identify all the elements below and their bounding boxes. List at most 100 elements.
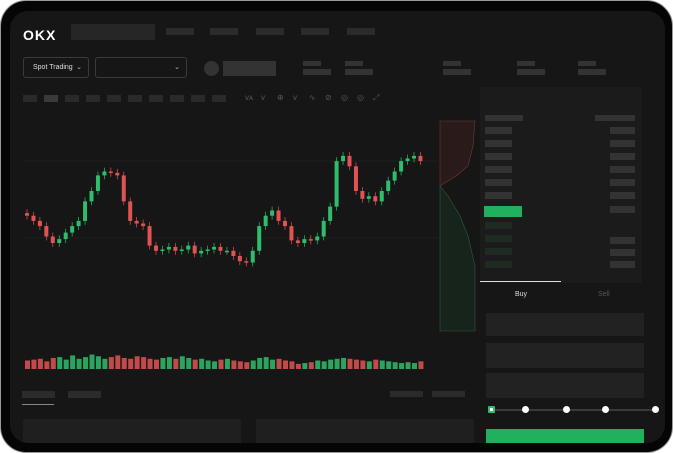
ask-price [485,140,512,147]
tab-sell[interactable]: Sell [598,291,610,298]
indicator-icon[interactable]: ᴠ [261,93,265,102]
volume-bar [386,361,392,369]
candle-body [334,161,339,207]
ticker-stat-label [578,61,596,66]
candle-body [399,161,404,172]
volume-bar [276,358,282,369]
volume-bar [83,357,89,369]
timeframe-button[interactable] [44,95,58,102]
volume-bar [57,357,63,369]
candle-body [102,171,107,176]
tab-orders[interactable] [68,391,101,398]
candle-body [31,215,36,221]
draw-line-icon[interactable]: ∿ [309,93,316,102]
nav-item[interactable] [166,28,194,35]
screenshot-icon[interactable]: ◎ [341,93,348,102]
pair-selector[interactable]: ⌄ [95,57,187,78]
nav-item[interactable] [347,28,375,35]
nav-item[interactable] [301,28,329,35]
candle-body [205,249,210,251]
timeframe-button[interactable] [191,95,205,102]
candle-body [341,155,346,162]
indicator-icon[interactable]: ⊕ [277,93,284,102]
volume-bar [392,362,398,369]
volume-bar [263,357,269,369]
candle-body [270,210,275,216]
volume-bar [289,361,295,369]
timeframe-button[interactable] [128,95,142,102]
app-screen: OKX Spot Trading ⌄ ⌄ Buy Sell ᴠᴀ ᴠ ⊕ ᴠ ∿ ⊘ ◎ ◎ ⤢ [10,11,665,443]
candle-body [392,171,397,181]
amount-input[interactable] [486,343,644,368]
candle-body [283,220,287,227]
timeframe-button[interactable] [149,95,163,102]
candle-body [250,250,255,263]
total-input[interactable] [486,373,644,398]
ask-price [485,166,512,173]
volume-bar [366,361,372,369]
candle-body [289,226,294,241]
candle-body [50,236,55,243]
amount-slider[interactable] [488,406,659,413]
indicator-icon[interactable]: ᴠ [293,93,297,102]
volume-bar [270,359,276,369]
ticker-stat-label [303,61,321,66]
slider-step[interactable] [522,406,529,413]
tab-buy[interactable]: Buy [515,291,528,298]
filter-button[interactable] [432,391,465,397]
timeframe-button[interactable] [212,95,226,102]
candle-body [179,249,184,251]
nav-item[interactable] [256,28,284,35]
market-selector[interactable]: Spot Trading ⌄ [23,57,89,78]
search-bar[interactable] [71,24,155,40]
candle-body [134,220,139,224]
candle-body [237,256,242,262]
volume-bar [334,358,340,369]
ask-amount [610,153,635,160]
settings-icon[interactable]: ◎ [357,93,364,102]
brush-icon[interactable]: ⊘ [325,93,332,102]
timeframe-button[interactable] [23,95,37,102]
tab-positions[interactable] [22,391,55,398]
slider-handle[interactable] [488,406,495,413]
volume-bar [353,359,359,369]
candle-body [412,155,416,159]
indicator-icon[interactable]: ᴠᴀ [245,93,253,102]
slider-step[interactable] [602,406,609,413]
volume-bar [192,359,198,369]
ask-price [485,153,512,160]
candle-body [386,180,391,191]
candlestick-chart[interactable] [10,106,480,376]
okx-logo: OKX [23,27,57,43]
volume-bar [360,360,366,369]
volume-bar [179,356,185,369]
candle-body [186,245,191,250]
volume-bar [102,358,108,369]
ask-amount [610,127,635,134]
volume-bar [405,362,411,369]
volume-bar [205,360,211,369]
nav-item[interactable] [210,28,238,35]
candle-body [263,215,268,227]
volume-bar [218,359,224,369]
fullscreen-icon[interactable]: ⤢ [373,93,380,102]
filter-button[interactable] [390,391,423,397]
ticker-stat-value [443,69,471,75]
buy-button[interactable] [486,429,644,443]
timeframe-button[interactable] [86,95,100,102]
ticker-stat-value [517,69,545,75]
timeframe-button[interactable] [170,95,184,102]
candle-body [128,201,133,221]
volume-bar [25,360,30,369]
candle-body [366,196,371,199]
timeframe-button[interactable] [65,95,79,102]
candle-body [63,232,68,240]
slider-step[interactable] [652,406,659,413]
slider-step[interactable] [563,406,570,413]
price-input[interactable] [486,313,644,336]
candle-body [199,250,204,254]
candle-body [141,223,146,227]
volume-bar [328,359,334,369]
timeframe-button[interactable] [107,95,121,102]
